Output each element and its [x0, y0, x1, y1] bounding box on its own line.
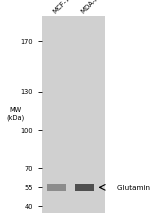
Text: Glutaminase C (GAC): Glutaminase C (GAC) — [117, 184, 150, 191]
Bar — [75, 183, 94, 191]
Bar — [47, 184, 66, 191]
Text: MW
(kDa): MW (kDa) — [6, 108, 25, 121]
Text: MCF-7: MCF-7 — [52, 0, 72, 14]
Text: MDA-MB-231: MDA-MB-231 — [80, 0, 116, 14]
